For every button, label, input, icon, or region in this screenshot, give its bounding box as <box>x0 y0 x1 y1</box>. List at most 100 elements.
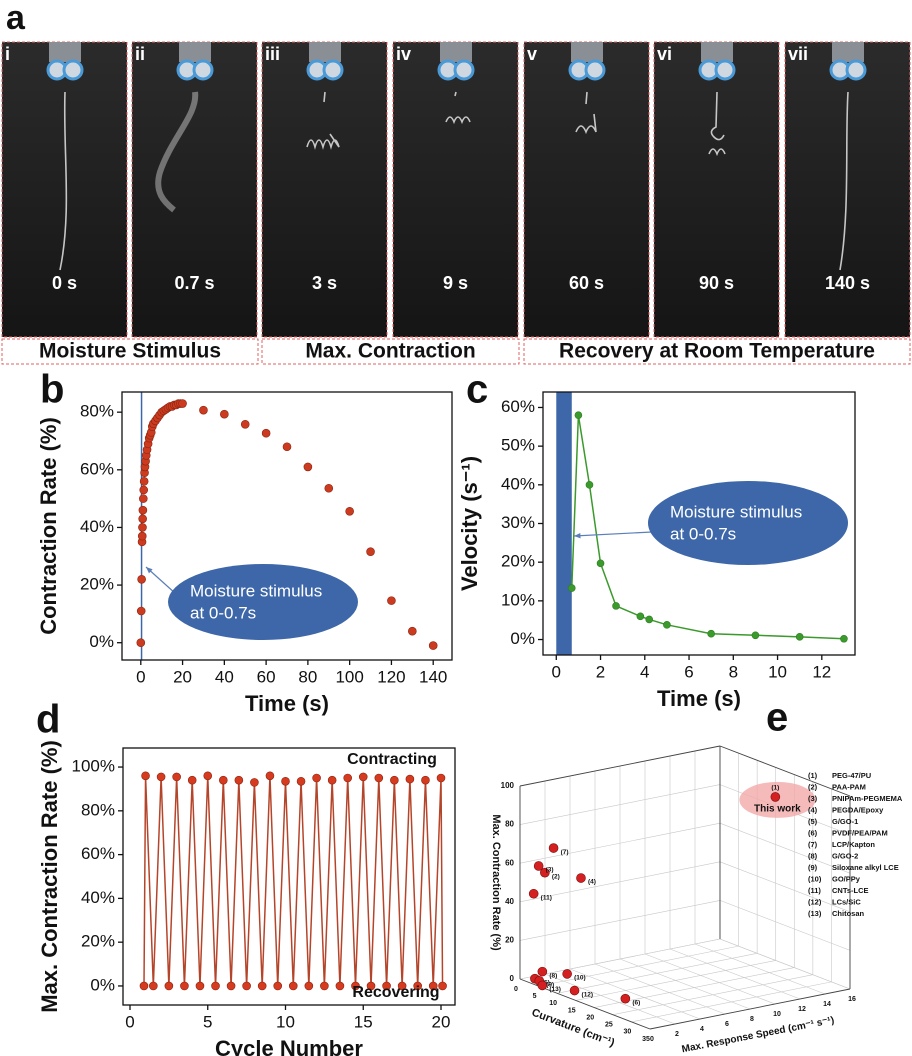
legend-name: Siloxane alkyl LCE <box>832 863 899 872</box>
panel-label: c <box>466 368 488 412</box>
data-point <box>576 873 586 883</box>
data-point <box>138 505 148 515</box>
data-point <box>562 969 572 979</box>
data-point <box>428 641 438 650</box>
x-tick-label: 0 <box>552 662 561 681</box>
x-tick-label: 100 <box>335 667 363 686</box>
x-tick-label: 5 <box>203 1012 212 1031</box>
frame-index: iv <box>396 44 411 64</box>
data-point <box>612 602 620 610</box>
tweezer-loop <box>192 59 214 81</box>
y-axis-title: Velocity (s⁻¹) <box>457 456 482 591</box>
point-label: (2) <box>552 873 560 880</box>
frame-index: iii <box>265 44 280 64</box>
y-axis-title: Max. Response Speed (cm⁻¹ s⁻¹) <box>681 1015 835 1055</box>
data-point <box>596 559 605 568</box>
x-tick-label: 6 <box>684 662 693 681</box>
point-label: (3) <box>546 867 554 874</box>
data-point <box>795 633 804 641</box>
legend-name: LCP/Kapton <box>832 840 875 849</box>
data-point <box>164 981 174 991</box>
data-line <box>143 775 444 986</box>
stimulus-span <box>556 392 572 655</box>
photo-content <box>568 42 606 135</box>
legend-name: G/GO-1 <box>832 817 858 826</box>
photo-content <box>155 42 214 213</box>
data-point <box>335 981 345 991</box>
y-tick-label: 30% <box>501 513 535 532</box>
legend-index: (7) <box>808 840 818 849</box>
annotation-bubble <box>168 564 358 640</box>
legend-index: (9) <box>808 863 818 872</box>
x-tick-label: 8 <box>729 662 738 681</box>
wire <box>306 91 340 150</box>
data-point <box>413 981 422 991</box>
annotation-text: Moisture stimulus <box>670 502 802 521</box>
y-tick-label: 6 <box>725 1021 729 1028</box>
stage-box <box>523 338 911 365</box>
grid-line <box>719 861 851 913</box>
annotation-text: Contracting <box>347 751 437 768</box>
data-point <box>296 776 306 786</box>
x-tick-label: 4 <box>640 662 649 681</box>
point-label: (10) <box>574 975 586 982</box>
y-tick-label: 80% <box>80 402 114 421</box>
panel-label: d <box>36 698 60 742</box>
x-tick-label: 40 <box>215 667 234 686</box>
data-point <box>139 981 149 991</box>
data-point <box>240 419 250 429</box>
data-point <box>320 981 329 991</box>
box-edge <box>649 988 851 1030</box>
frame-time: 60 s <box>569 273 604 293</box>
tweezer-shaft <box>440 42 472 62</box>
annotation-text: Moisture stimulus <box>190 581 322 600</box>
y-tick-label: 16 <box>848 996 856 1003</box>
data-point <box>138 514 147 524</box>
data-point <box>281 776 290 786</box>
data-point <box>374 773 384 783</box>
x-tick-label: 140 <box>419 667 447 686</box>
data-point <box>136 606 146 616</box>
tweezer-shaft <box>179 42 211 62</box>
legend-index: (2) <box>808 782 818 791</box>
x-tick-label: 35 <box>642 1036 650 1043</box>
wire <box>59 91 68 271</box>
annotation-arrow <box>145 566 177 595</box>
y-tick-label: 10% <box>501 590 535 609</box>
legend-index: (4) <box>808 805 818 814</box>
tweezer-loop <box>714 59 736 81</box>
data-point <box>390 775 399 785</box>
grid-line <box>569 968 701 1020</box>
legend-index: (8) <box>808 851 818 860</box>
data-point <box>751 631 760 640</box>
grid-line <box>619 958 751 1010</box>
data-point <box>195 981 205 991</box>
data-point <box>408 626 417 636</box>
data-point <box>137 575 146 584</box>
grid-line <box>719 900 851 951</box>
point-label: (8) <box>549 972 557 979</box>
data-point <box>211 981 220 991</box>
data-point <box>397 981 407 991</box>
legend-index: (3) <box>808 794 818 803</box>
data-point <box>218 775 228 785</box>
data-point <box>636 612 645 621</box>
photo-frame <box>1 41 128 338</box>
data-point <box>537 966 548 977</box>
data-point <box>226 981 236 991</box>
tweezer-shaft <box>701 42 733 62</box>
x-axis-title: Cycle Number <box>215 1036 363 1056</box>
highlight-label: This work <box>754 804 801 815</box>
legend-name: CNTs-LCE <box>832 886 869 895</box>
data-point <box>345 507 354 516</box>
stage-label: Recovery at Room Temperature <box>559 340 875 363</box>
data-point <box>180 981 189 991</box>
annotation-bubble <box>648 481 848 565</box>
data-point <box>234 775 244 785</box>
data-point <box>273 981 283 991</box>
data-point <box>436 773 446 783</box>
grid-line <box>544 973 676 1025</box>
data-point <box>585 481 594 489</box>
